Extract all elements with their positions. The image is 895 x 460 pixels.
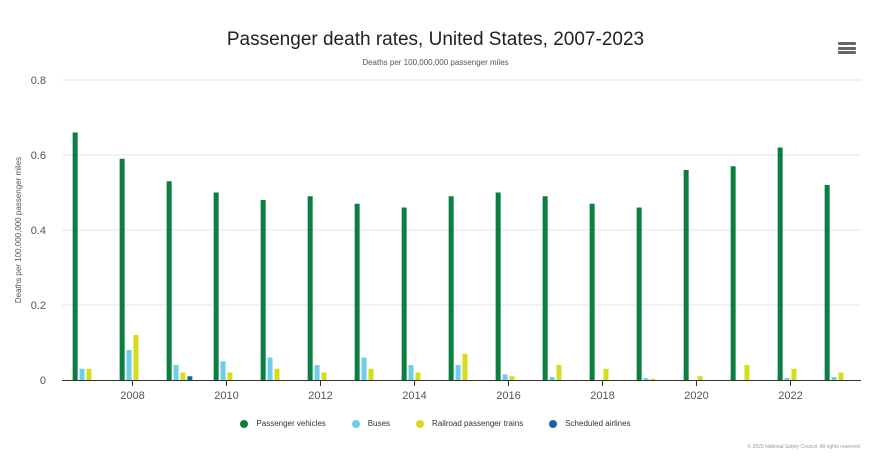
bar-railroad-passenger-trains[interactable] bbox=[509, 376, 515, 380]
legend-item-passenger-vehicles[interactable]: Passenger vehicles bbox=[240, 419, 326, 428]
bar-buses[interactable] bbox=[314, 365, 320, 380]
legend-marker bbox=[351, 419, 360, 428]
bar-buses[interactable] bbox=[361, 357, 367, 381]
bar-passenger-vehicles[interactable] bbox=[542, 196, 548, 380]
bar-railroad-passenger-trains[interactable] bbox=[368, 368, 374, 380]
bar-railroad-passenger-trains[interactable] bbox=[415, 372, 421, 381]
bar-railroad-passenger-trains[interactable] bbox=[227, 372, 233, 381]
legend-label: Buses bbox=[367, 419, 391, 428]
credits[interactable]: © 2025 National Safety Council. All righ… bbox=[747, 444, 861, 450]
chart-title: Passenger death rates, United States, 20… bbox=[226, 29, 645, 50]
x-tick-label: 2014 bbox=[402, 390, 426, 402]
bar-railroad-passenger-trains[interactable] bbox=[697, 376, 703, 380]
legend-label: Scheduled airlines bbox=[565, 419, 631, 428]
bar-passenger-vehicles[interactable] bbox=[166, 181, 172, 380]
x-tick-label: 2016 bbox=[496, 390, 520, 402]
bar-buses[interactable] bbox=[408, 365, 414, 380]
bar-buses[interactable] bbox=[549, 377, 555, 380]
legend-label: Passenger vehicles bbox=[256, 419, 326, 428]
legend-item-buses[interactable]: Buses bbox=[351, 419, 391, 428]
bar-buses[interactable] bbox=[502, 374, 508, 380]
bar-railroad-passenger-trains[interactable] bbox=[462, 353, 468, 380]
legend-item-scheduled-airlines[interactable]: Scheduled airlines bbox=[549, 419, 631, 428]
bar-buses[interactable] bbox=[784, 378, 790, 380]
bar-railroad-passenger-trains[interactable] bbox=[838, 372, 844, 381]
menu-bar bbox=[838, 46, 856, 50]
legend-marker bbox=[240, 419, 249, 428]
bar-scheduled-airlines[interactable] bbox=[187, 376, 193, 380]
bar-passenger-vehicles[interactable] bbox=[401, 207, 407, 381]
y-tick-label: 0.8 bbox=[31, 75, 46, 87]
y-tick-label: 0.4 bbox=[31, 225, 46, 237]
bar-passenger-vehicles[interactable] bbox=[777, 147, 783, 381]
bar-railroad-passenger-trains[interactable] bbox=[744, 365, 750, 380]
bar-railroad-passenger-trains[interactable] bbox=[274, 368, 280, 380]
bar-buses[interactable] bbox=[267, 357, 273, 381]
x-tick-label: 2018 bbox=[590, 390, 614, 402]
bar-railroad-passenger-trains[interactable] bbox=[321, 372, 327, 381]
y-axis-title: Deaths per 100,000,000 passenger miles bbox=[14, 157, 23, 303]
bar-passenger-vehicles[interactable] bbox=[495, 192, 501, 381]
bar-passenger-vehicles[interactable] bbox=[683, 170, 689, 380]
bar-railroad-passenger-trains[interactable] bbox=[180, 372, 186, 381]
bar-buses[interactable] bbox=[126, 350, 132, 380]
bar-railroad-passenger-trains[interactable] bbox=[556, 365, 562, 380]
y-tick-label: 0 bbox=[40, 375, 46, 387]
bar-passenger-vehicles[interactable] bbox=[448, 196, 454, 380]
chart-legend: Passenger vehicles Buses Railroad passen… bbox=[0, 419, 871, 428]
bar-passenger-vehicles[interactable] bbox=[730, 166, 736, 380]
bar-passenger-vehicles[interactable] bbox=[307, 196, 313, 380]
bar-buses[interactable] bbox=[79, 368, 85, 380]
y-tick-label: 0.2 bbox=[31, 300, 46, 312]
x-tick-label: 2010 bbox=[214, 390, 238, 402]
bar-railroad-passenger-trains[interactable] bbox=[133, 335, 139, 380]
bar-passenger-vehicles[interactable] bbox=[354, 203, 360, 380]
chart-subtitle: Deaths per 100,000,000 passenger miles bbox=[362, 58, 509, 67]
x-tick-label: 2008 bbox=[120, 390, 144, 402]
bar-passenger-vehicles[interactable] bbox=[260, 200, 266, 380]
bar-passenger-vehicles[interactable] bbox=[213, 192, 219, 381]
bar-passenger-vehicles[interactable] bbox=[824, 185, 830, 380]
bar-buses[interactable] bbox=[643, 378, 649, 380]
menu-bar bbox=[838, 51, 856, 54]
hamburger-menu-icon[interactable] bbox=[836, 38, 858, 58]
bar-railroad-passenger-trains[interactable] bbox=[603, 368, 609, 380]
bar-passenger-vehicles[interactable] bbox=[589, 203, 595, 380]
bar-passenger-vehicles[interactable] bbox=[636, 207, 642, 381]
bar-buses[interactable] bbox=[455, 365, 461, 380]
bar-buses[interactable] bbox=[831, 377, 837, 380]
legend-label: Railroad passenger trains bbox=[432, 419, 524, 428]
x-tick-label: 2020 bbox=[684, 390, 708, 402]
y-tick-label: 0.6 bbox=[31, 150, 46, 162]
bar-railroad-passenger-trains[interactable] bbox=[650, 378, 656, 380]
x-tick-label: 2022 bbox=[778, 390, 802, 402]
legend-marker bbox=[549, 419, 558, 428]
x-tick-label: 2012 bbox=[308, 390, 332, 402]
bar-railroad-passenger-trains[interactable] bbox=[86, 368, 92, 380]
menu-bar bbox=[838, 42, 856, 45]
legend-item-railroad-passenger-trains[interactable]: Railroad passenger trains bbox=[416, 419, 523, 428]
bar-railroad-passenger-trains[interactable] bbox=[791, 368, 797, 380]
bar-buses[interactable] bbox=[173, 365, 179, 380]
bar-passenger-vehicles[interactable] bbox=[119, 158, 125, 380]
legend-marker bbox=[416, 419, 425, 428]
bar-buses[interactable] bbox=[220, 361, 226, 380]
bar-passenger-vehicles[interactable] bbox=[72, 132, 78, 381]
